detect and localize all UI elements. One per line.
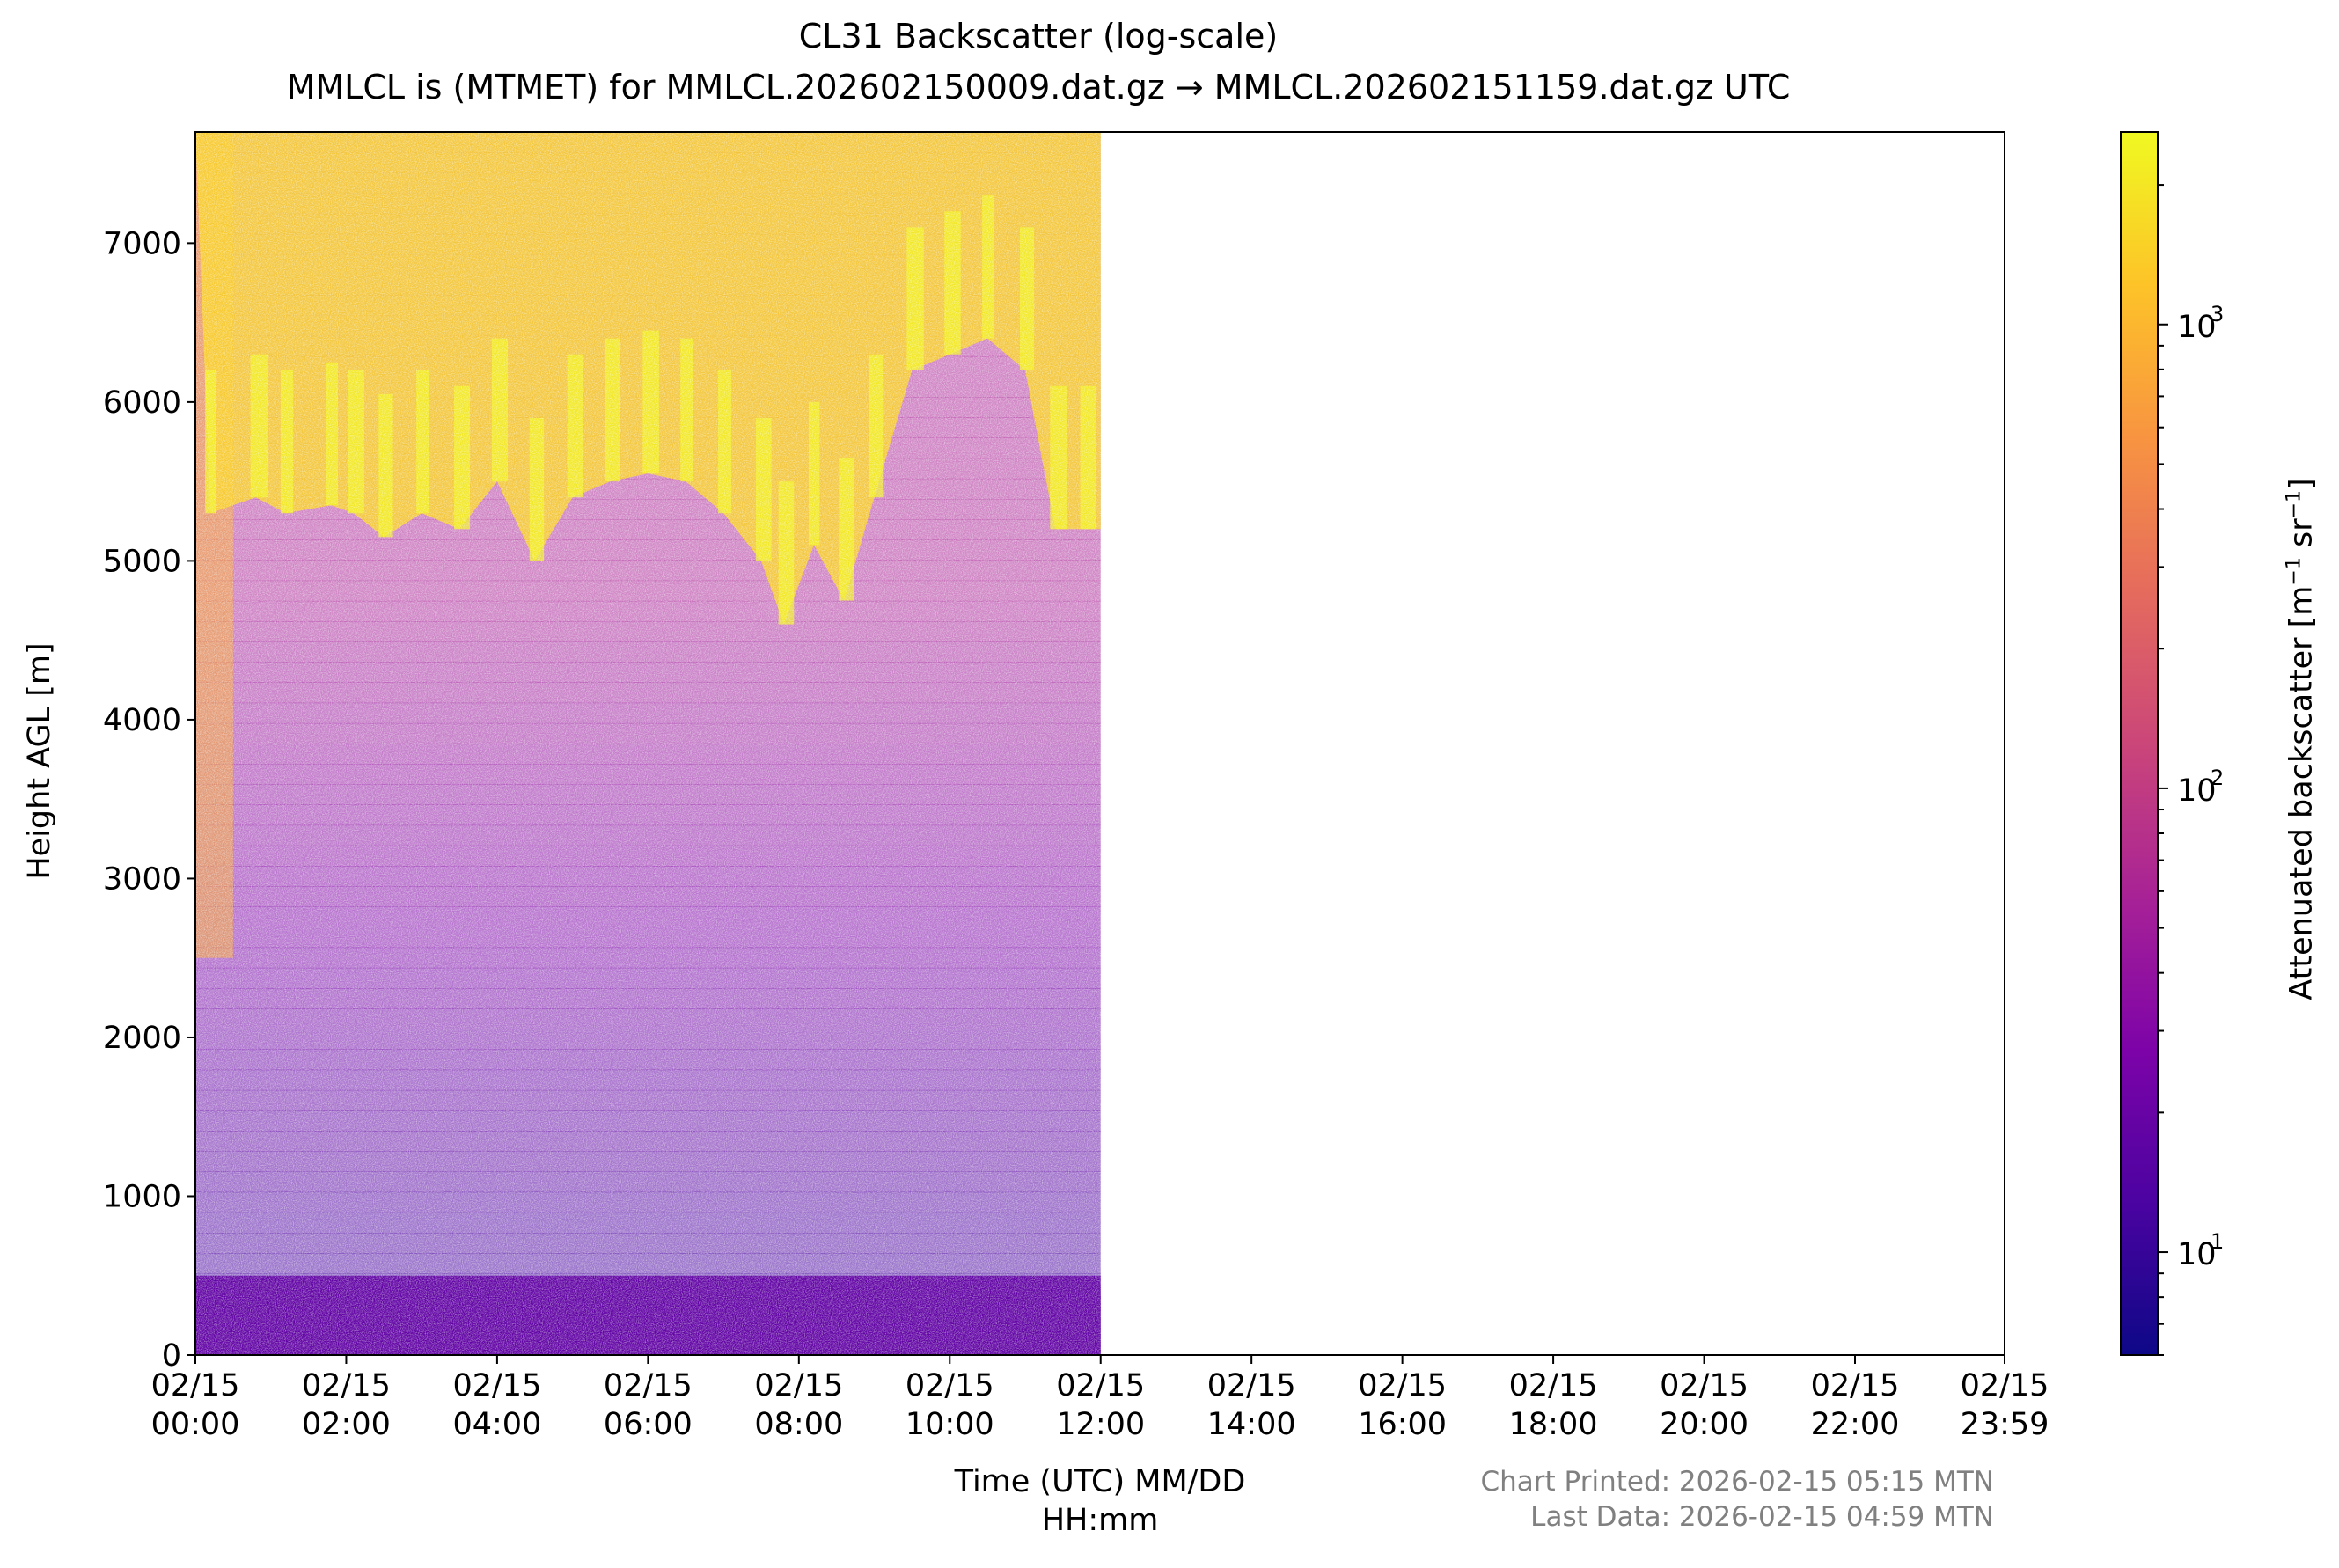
x-tick-label-date: 02/15 <box>1811 1368 1900 1403</box>
x-tick-label-date: 02/15 <box>754 1368 843 1403</box>
colorbar-label: Attenuated backscatter [m−1 sr−1] <box>2283 478 2320 1000</box>
y-tick-label: 3000 <box>103 861 181 897</box>
y-tick-label: 5000 <box>103 544 181 579</box>
x-tick-label-time: 12:00 <box>1056 1407 1145 1442</box>
x-tick-label-date: 02/15 <box>1358 1368 1447 1403</box>
x-tick-label-time: 10:00 <box>906 1407 994 1442</box>
x-axis-label-line2: HH:mm <box>1041 1503 1159 1538</box>
y-tick-label: 4000 <box>103 703 181 738</box>
chart-subtitle: MMLCL is (MTMET) for MMLCL.202602150009.… <box>286 68 1791 106</box>
x-axis-label: Time (UTC) MM/DD <box>954 1464 1246 1499</box>
y-tick-label: 6000 <box>103 385 181 421</box>
colorbar-tick-exponent: 1 <box>2211 1229 2224 1254</box>
colorbar-bar <box>2120 131 2159 1356</box>
colorbar-tick-exponent: 3 <box>2211 302 2224 326</box>
x-tick-label-date: 02/15 <box>151 1368 240 1403</box>
chart-title: CL31 Backscatter (log-scale) <box>798 17 1279 55</box>
x-tick-label-time: 20:00 <box>1660 1407 1749 1442</box>
colorbar-tick-label: 10 <box>2177 310 2217 345</box>
chart-printed-note: Chart Printed: 2026-02-15 05:15 MTN <box>1480 1466 1994 1498</box>
last-data-note: Last Data: 2026-02-15 04:59 MTN <box>1530 1501 1994 1533</box>
noise-overlay <box>195 132 1102 1355</box>
x-tick-label-time: 02:00 <box>302 1407 391 1442</box>
y-tick-label: 2000 <box>103 1021 181 1056</box>
x-tick-label-date: 02/15 <box>1207 1368 1296 1403</box>
colorbar-tick-exponent: 2 <box>2211 766 2224 790</box>
x-tick-label-date: 02/15 <box>1660 1368 1749 1403</box>
x-tick-label-time: 06:00 <box>604 1407 693 1442</box>
axes: 0 1000 2000 3000 4000 5000 6000 7000 02/15 00:00 0… <box>103 131 2049 1442</box>
x-tick-label-time: 16:00 <box>1358 1407 1447 1442</box>
y-tick-label: 0 <box>162 1338 181 1374</box>
x-tick-label-time: 18:00 <box>1509 1407 1598 1442</box>
colorbar-tick-label: 10 <box>2177 773 2217 809</box>
x-tick-label-date: 02/15 <box>1509 1368 1598 1403</box>
x-tick-label-date: 02/15 <box>302 1368 391 1403</box>
x-tick-label-date: 02/15 <box>452 1368 541 1403</box>
x-tick-label-time: 14:00 <box>1207 1407 1296 1442</box>
x-tick-label-date: 02/15 <box>1961 1368 2049 1403</box>
x-tick-label-time: 23:59 <box>1961 1407 2049 1442</box>
x-tick-label-time: 04:00 <box>452 1407 541 1442</box>
x-tick-label-time: 22:00 <box>1811 1407 1900 1442</box>
colorbar-tick-label: 10 <box>2177 1237 2217 1272</box>
x-tick-label-date: 02/15 <box>604 1368 693 1403</box>
y-tick-label: 7000 <box>103 226 181 261</box>
y-tick-label: 1000 <box>103 1179 181 1214</box>
x-tick-label-time: 08:00 <box>754 1407 843 1442</box>
y-axis-label: Height AGL [m] <box>22 642 57 880</box>
x-tick-label-time: 00:00 <box>151 1407 240 1442</box>
x-tick-label-date: 02/15 <box>1056 1368 1145 1403</box>
x-tick-label-date: 02/15 <box>906 1368 994 1403</box>
